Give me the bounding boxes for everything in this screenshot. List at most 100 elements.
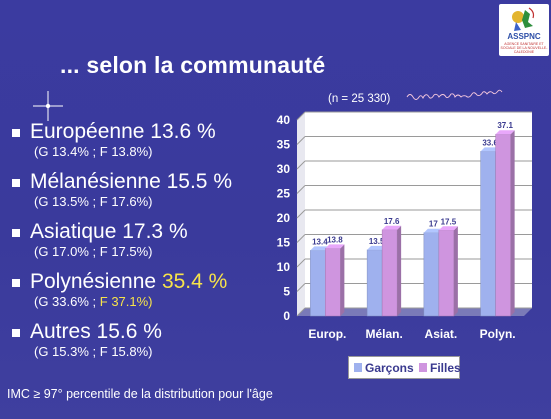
- detail-garcons: (G 17.0% ;: [34, 244, 97, 259]
- gridline-side: [296, 111, 306, 121]
- community-line: Asiatique 17.3 %: [30, 220, 188, 244]
- detail-filles: F 15.8%): [99, 344, 153, 359]
- chart-floor: [297, 308, 532, 316]
- community-value: 13.6 %: [150, 120, 216, 143]
- x-tick-label: Europ.: [308, 327, 346, 341]
- community-detail: (G 17.0% ; F 17.5%): [34, 244, 153, 260]
- bar-garcons: [366, 249, 383, 317]
- gridline-side: [296, 209, 306, 219]
- gridline-side: [296, 307, 306, 317]
- bar-top: [480, 147, 500, 152]
- bar-filles: [495, 133, 511, 317]
- bar-garcons: [310, 250, 326, 317]
- bar-filles: [438, 230, 455, 317]
- community-detail: (G 13.4% ; F 13.8%): [34, 144, 153, 160]
- detail-garcons: (G 13.5% ;: [34, 194, 97, 209]
- logo-text: ASSPNC: [507, 32, 541, 41]
- bar-filles: [325, 248, 341, 317]
- sparkle-icon: [33, 91, 63, 121]
- community-line: Autres 15.6 %: [30, 320, 162, 344]
- bar-side: [510, 130, 515, 316]
- data-label: 33.6: [482, 138, 498, 147]
- data-label: 13.5: [369, 237, 385, 246]
- y-tick-label: 25: [277, 187, 291, 201]
- bullet-icon: [12, 329, 20, 337]
- community-line: Européenne 13.6 %: [30, 120, 216, 144]
- legend-label-garcons: Garçons: [365, 361, 414, 375]
- data-label: 37.1: [497, 121, 513, 130]
- data-label: 13.8: [327, 235, 343, 244]
- bar-top: [310, 246, 330, 251]
- bar-top: [438, 226, 458, 231]
- community-detail: (G 15.3% ; F 15.8%): [34, 344, 153, 360]
- bar-garcons: [423, 232, 440, 317]
- y-tick-label: 20: [277, 211, 291, 225]
- footnote: IMC ≥ 97° percentile de la distribution …: [7, 387, 273, 401]
- bar-top: [382, 225, 402, 230]
- gridline-side: [296, 136, 306, 145]
- legend-swatch-filles: [419, 363, 427, 372]
- community-line: Mélanésienne 15.5 %: [30, 170, 232, 194]
- data-label: 17: [429, 220, 438, 229]
- detail-garcons: (G 13.4% ;: [34, 144, 97, 159]
- community-value: 15.5 %: [166, 170, 232, 193]
- bar-top: [423, 228, 443, 233]
- data-label: 13.4: [312, 237, 328, 246]
- community-value: 35.4 %: [161, 270, 228, 293]
- gridline-side: [296, 283, 306, 292]
- community-detail: (G 33.6% ; F 37.1%): [34, 294, 153, 310]
- y-tick-label: 15: [277, 236, 291, 250]
- community-name: Autres: [30, 320, 91, 343]
- community-value: 15.6 %: [96, 320, 162, 343]
- data-label: 17.6: [384, 217, 400, 226]
- bar-top: [325, 244, 345, 249]
- community-name: Asiatique: [30, 220, 117, 243]
- chart-legend: Garçons Filles: [348, 356, 461, 379]
- community-name: Polynésienne: [30, 270, 157, 293]
- handwritten-note: [406, 89, 503, 100]
- bar-side: [453, 226, 458, 316]
- y-tick-label: 35: [277, 138, 291, 152]
- community-name: Européenne: [30, 120, 145, 143]
- community-line: Polynésienne 35.4 %: [30, 270, 227, 294]
- detail-filles: F 13.8%): [99, 144, 153, 159]
- logo-subtext: AGENCE SANITAIRE ET SOCIALE DE LA NOUVEL…: [500, 42, 548, 54]
- legend-swatch-garcons: [354, 363, 362, 372]
- slide-title: ... selon la communauté: [60, 52, 326, 78]
- detail-filles: F 17.5%): [99, 244, 153, 259]
- sample-size-label: (n = 25 330): [328, 93, 391, 105]
- community-value: 17.3 %: [122, 220, 188, 243]
- bar-filles: [381, 229, 398, 317]
- agency-logo: ASSPNC AGENCE SANITAIRE ET SOCIALE DE LA…: [499, 4, 549, 56]
- gridline-side: [296, 258, 306, 268]
- bullet-icon: [12, 279, 20, 287]
- y-tick-label: 10: [277, 260, 291, 274]
- detail-garcons: (G 15.3% ;: [34, 344, 97, 359]
- logo-figure-icon: [512, 7, 535, 31]
- bar-garcons: [480, 151, 496, 317]
- community-detail: (G 13.5% ; F 17.6%): [34, 194, 153, 210]
- community-name: Mélanésienne: [30, 170, 161, 193]
- detail-garcons: (G 33.6% ;: [34, 294, 97, 309]
- bullet-icon: [12, 179, 20, 187]
- gridline-side: [296, 185, 306, 194]
- legend-label-filles: Filles: [430, 361, 461, 375]
- bar-side: [340, 244, 345, 316]
- x-tick-label: Polyn.: [480, 327, 516, 341]
- x-tick-label: Mélan.: [365, 327, 402, 341]
- bar-top: [495, 130, 515, 135]
- bar-top: [367, 245, 387, 250]
- y-tick-label: 40: [277, 113, 291, 127]
- y-tick-label: 5: [283, 285, 290, 299]
- bullet-icon: [12, 129, 20, 137]
- x-tick-label: Asiat.: [425, 327, 458, 341]
- y-tick-label: 30: [277, 162, 291, 176]
- y-tick-label: 0: [283, 309, 290, 323]
- gridline-side: [296, 234, 306, 243]
- bullet-icon: [12, 229, 20, 237]
- gridline-side: [296, 160, 306, 170]
- bar-side: [397, 225, 402, 316]
- data-label: 17.5: [441, 217, 457, 226]
- detail-filles: F 17.6%): [99, 194, 153, 209]
